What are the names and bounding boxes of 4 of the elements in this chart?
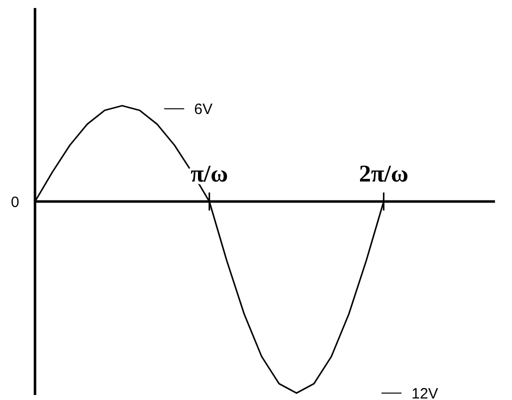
text: 12V: [412, 385, 438, 400]
annotation: 6V: [194, 100, 213, 118]
text: 0: [10, 194, 20, 211]
x-tick-label: 2π/ω: [359, 162, 408, 188]
